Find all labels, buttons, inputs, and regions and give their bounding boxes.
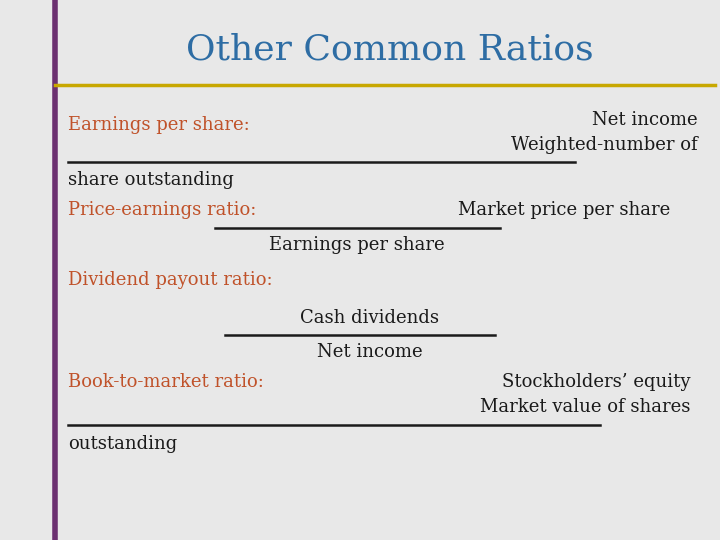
Text: Price-earnings ratio:: Price-earnings ratio: bbox=[68, 201, 256, 219]
Text: Stockholders’ equity: Stockholders’ equity bbox=[502, 373, 690, 391]
Text: Dividend payout ratio:: Dividend payout ratio: bbox=[68, 271, 273, 289]
Text: Net income: Net income bbox=[593, 111, 698, 129]
Text: Other Common Ratios: Other Common Ratios bbox=[186, 33, 594, 67]
Text: Weighted-number of: Weighted-number of bbox=[511, 136, 698, 154]
Text: Earnings per share:: Earnings per share: bbox=[68, 116, 250, 134]
Text: outstanding: outstanding bbox=[68, 435, 177, 453]
Text: Earnings per share: Earnings per share bbox=[269, 236, 445, 254]
Text: Book-to-market ratio:: Book-to-market ratio: bbox=[68, 373, 264, 391]
Text: Cash dividends: Cash dividends bbox=[300, 309, 439, 327]
Text: Net income: Net income bbox=[318, 343, 423, 361]
Text: Market value of shares: Market value of shares bbox=[480, 398, 690, 416]
Text: share outstanding: share outstanding bbox=[68, 171, 234, 189]
Text: Market price per share: Market price per share bbox=[458, 201, 670, 219]
